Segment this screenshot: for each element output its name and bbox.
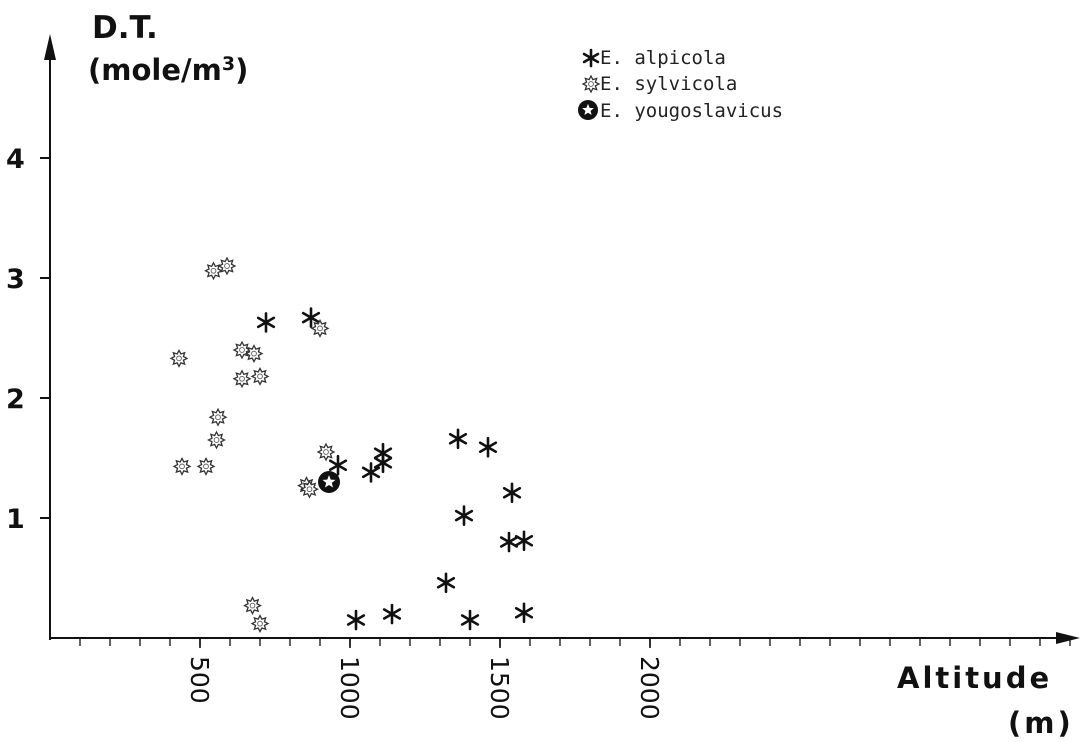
y-axis-label: D.T.: [92, 10, 158, 46]
x-axis-label: Altitude: [897, 661, 1052, 695]
data-point-asterisk: [301, 307, 321, 328]
data-point-asterisk: [436, 572, 456, 594]
x-tick-label: 500: [185, 656, 214, 704]
data-point-star-outline: [300, 479, 319, 499]
data-point-star-outline: [250, 366, 270, 386]
legend-label-alpicola: E. alpicola: [600, 47, 726, 69]
x-axis-arrow: [1056, 632, 1080, 644]
data-point-star-outline: [250, 614, 270, 634]
data-point-asterisk: [373, 442, 393, 464]
data-point-asterisk: [478, 436, 498, 458]
x-tick-label: 1500: [485, 656, 514, 720]
data-point-star-outline: [244, 344, 264, 364]
y-tick-label: 3: [6, 264, 25, 295]
x-tick-label: 2000: [635, 656, 664, 720]
data-point-asterisk: [361, 462, 381, 483]
legend-marker-alpicola: [582, 48, 600, 68]
x-tick-label: 1000: [335, 656, 364, 720]
data-point-star-outline: [232, 340, 252, 360]
y-tick-label: 4: [6, 144, 25, 175]
y-axis-arrow: [44, 34, 56, 60]
data-point-star-outline: [232, 369, 252, 389]
data-point-asterisk: [346, 609, 366, 631]
legend-label-yougoslavicus: E. yougoslavicus: [600, 100, 783, 122]
data-point-asterisk: [328, 454, 348, 476]
y-tick-label: 1: [6, 504, 25, 535]
y-axis-unit-sup: 3: [222, 53, 235, 75]
legend: E. alpicola E. sylvicola E. yougoslavicu…: [578, 47, 783, 122]
data-point-asterisk: [454, 505, 474, 526]
legend-marker-sylvicola: [581, 74, 601, 94]
data-point-star-outline: [316, 442, 336, 462]
x-axis-unit: (m): [1008, 706, 1074, 740]
data-point-asterisk: [499, 531, 519, 553]
y-axis-unit-close: ): [235, 53, 248, 87]
y-tick-label: 2: [6, 384, 25, 415]
data-point-star-outline: [169, 348, 189, 368]
data-point-star-outline: [310, 318, 330, 338]
data-point-star-outline: [208, 407, 228, 427]
data-point-asterisk: [502, 482, 522, 504]
data-point-star-in-circle: [318, 471, 340, 493]
data-point-asterisk: [460, 609, 480, 631]
data-point-asterisk: [514, 530, 534, 552]
data-point-star-outline: [204, 261, 223, 281]
data-point-star-outline: [243, 596, 262, 616]
legend-label-sylvicola: E. sylvicola: [600, 73, 737, 95]
data-point-asterisk: [256, 312, 276, 333]
axis-ticks: 500 1000 1500 2000 1 2 3 4: [6, 144, 1071, 720]
data-point-asterisk: [448, 428, 468, 450]
data-point-star-outline: [172, 456, 192, 476]
data-point-star-outline: [217, 256, 237, 276]
legend-marker-yougoslavicus: [578, 100, 598, 120]
data-point-star-outline: [207, 430, 226, 450]
y-axis-unit: (mole/m3): [88, 53, 248, 87]
data-points: [169, 256, 534, 634]
y-axis-unit-text: (mole/m: [88, 53, 222, 87]
data-point-asterisk: [514, 602, 534, 624]
data-point-asterisk: [382, 603, 402, 625]
data-point-star-outline: [196, 456, 216, 476]
